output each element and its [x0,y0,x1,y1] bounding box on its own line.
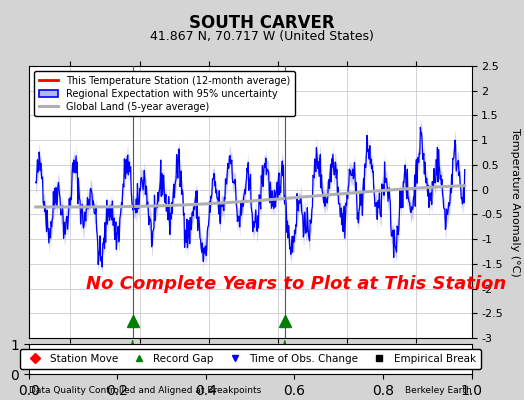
Legend: Station Move, Record Gap, Time of Obs. Change, Empirical Break: Station Move, Record Gap, Time of Obs. C… [19,349,481,369]
Text: SOUTH CARVER: SOUTH CARVER [189,14,335,32]
Text: Data Quality Controlled and Aligned at Breakpoints: Data Quality Controlled and Aligned at B… [29,386,261,395]
Text: 41.867 N, 70.717 W (United States): 41.867 N, 70.717 W (United States) [150,30,374,43]
Legend: This Temperature Station (12-month average), Regional Expectation with 95% uncer: This Temperature Station (12-month avera… [34,71,295,116]
Text: No Complete Years to Plot at This Station: No Complete Years to Plot at This Statio… [86,275,507,293]
Y-axis label: Temperature Anomaly (°C): Temperature Anomaly (°C) [510,128,520,276]
Text: Berkeley Earth: Berkeley Earth [405,386,472,395]
